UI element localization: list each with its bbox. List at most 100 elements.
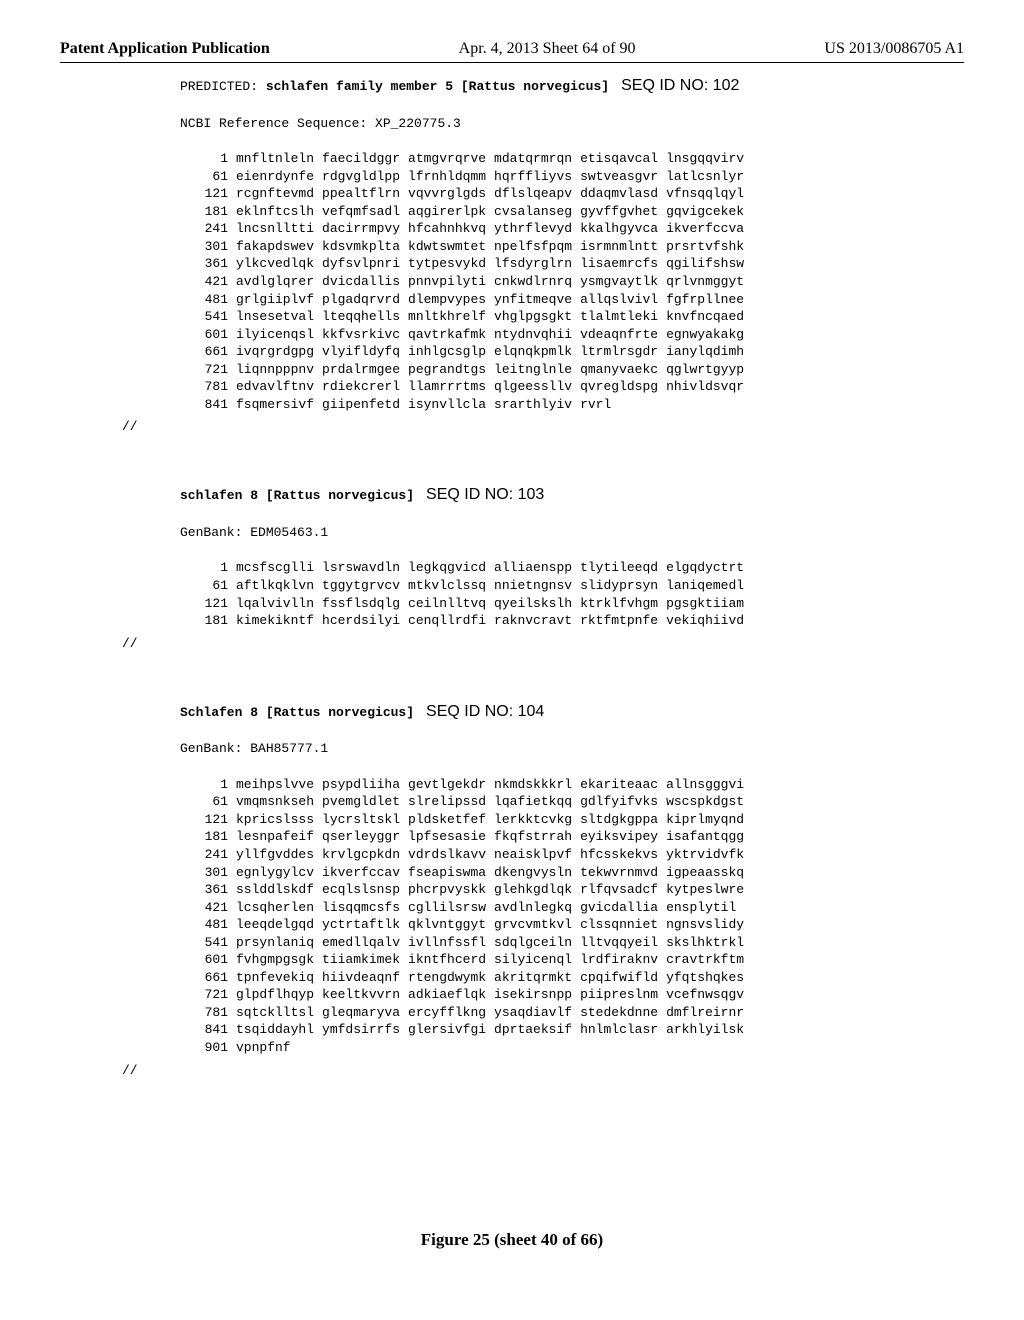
sequence-segment: lisqqmcsfs [322, 899, 408, 917]
sequence-row: 181kimekikntfhcerdsilyicenqllrdfiraknvcr… [180, 612, 964, 630]
sequence-row: 121lqalvivllnfssflsdqlgceilnlltvqqyeilsk… [180, 595, 964, 613]
sequence-segment: meihpslvve [236, 776, 322, 794]
sequence-segment: pnnvpilyti [408, 273, 494, 291]
sequence-segment: llamrrrtms [408, 378, 494, 396]
sequence-segment: rdgvgldlpp [322, 168, 408, 186]
sequence-segment: allnsgggvi [666, 776, 752, 794]
sequence-segment: ikverfccva [666, 220, 752, 238]
figure-caption: Figure 25 (sheet 40 of 66) [0, 1230, 1024, 1250]
sequence-segment: ysaqdiavlf [494, 1004, 580, 1022]
sequence-row: 721liqnnpppnvprdalrmgeepegrandtgsleitngl… [180, 361, 964, 379]
terminator-line: // [122, 636, 964, 651]
sequence-row: 61vmqmsnksehpvemgldletslrelipssdlqafietk… [180, 793, 964, 811]
sequence-segment: gqvigcekek [666, 203, 752, 221]
sequence-segment: egnlygylcv [236, 864, 322, 882]
sequence-segment: lqalvivlln [236, 595, 322, 613]
sequence-segment: stedekdnne [580, 1004, 666, 1022]
sequence-block: schlafen 8 [Rattus norvegicus] SEQ ID NO:… [180, 484, 964, 629]
sequence-row: 241lncsnllttidacirrmpvyhfcahnhkvqythrfle… [180, 220, 964, 238]
sequence-segment: lteqqhells [322, 308, 408, 326]
seq-id: SEQ ID NO: 103 [426, 486, 544, 503]
sequence-row: 481grlgiiplvfplgadqrvrddlempvypesynfitme… [180, 291, 964, 309]
sequence-segment: psypdliiha [322, 776, 408, 794]
sequence-segment: atmgvrqrve [408, 150, 494, 168]
sequence-segment: vcefnwsqgv [666, 986, 752, 1004]
sequence-segment: keeltkvvrn [322, 986, 408, 1004]
sequence-segment: qglwrtgyyp [666, 361, 752, 379]
sequence-segment: fakapdswev [236, 238, 322, 256]
sequence-segment: sqtcklltsl [236, 1004, 322, 1022]
sequence-segment: lsrswavdln [322, 559, 408, 577]
sequence-segment: tytpesvykd [408, 255, 494, 273]
sequence-segment: aftlkqklvn [236, 577, 322, 595]
sequence-segment: yllfgvddes [236, 846, 322, 864]
sequence-segment: ynfitmeqve [494, 291, 580, 309]
sequence-segment: qvregldspg [580, 378, 666, 396]
row-number: 421 [180, 273, 236, 291]
title-name: Schlafen 8 [Rattus norvegicus] [180, 705, 414, 720]
sequence-segment: elgqdyctrt [666, 559, 752, 577]
row-number: 901 [180, 1039, 236, 1057]
sequence-segment: sdqlgceiln [494, 934, 580, 952]
sequence-segment [494, 1039, 580, 1057]
sequence-title: PREDICTED: schlafen family member 5 [Rat… [180, 75, 964, 97]
sequence-lines: 1mnfltnlelnfaecildggratmgvrqrvemdatqrmrq… [180, 150, 964, 413]
sequence-row: 121kpricslssslycrsltsklpldsketfeflerkktc… [180, 811, 964, 829]
sequence-segment: nhivldsvqr [666, 378, 752, 396]
sequence-segment: pegrandtgs [408, 361, 494, 379]
row-number: 241 [180, 220, 236, 238]
sequence-segment [408, 1039, 494, 1057]
sequence-segment: kdsvmkplta [322, 238, 408, 256]
sequence-block: PREDICTED: schlafen family member 5 [Rat… [180, 75, 964, 413]
sequence-segment: mnfltnleln [236, 150, 322, 168]
sequence-segment: mcsfscglli [236, 559, 322, 577]
row-number: 661 [180, 969, 236, 987]
sequence-segment: gleqmaryva [322, 1004, 408, 1022]
sequence-segment: isafantqgg [666, 828, 752, 846]
sequence-segment: eyiksvipey [580, 828, 666, 846]
row-number: 721 [180, 986, 236, 1004]
sequence-segment: lisaemrcfs [580, 255, 666, 273]
sequence-segment: ilyicenqsl [236, 326, 322, 344]
sequence-segment: kimekikntf [236, 612, 322, 630]
sequence-row: 541prsynlaniqemedllqalvivllnfssflsdqlgce… [180, 934, 964, 952]
sequence-segment: rktfmtpnfe [580, 612, 666, 630]
row-number: 841 [180, 1021, 236, 1039]
sequence-segment: ymfdsirrfs [322, 1021, 408, 1039]
title-name: schlafen 8 [Rattus norvegicus] [180, 488, 414, 503]
sequence-segment: npelfsfpqm [494, 238, 580, 256]
sequence-row: 601fvhgmpgsgktiiamkimekikntfhcerdsilyice… [180, 951, 964, 969]
sequence-segment: aqgirerlpk [408, 203, 494, 221]
sequence-row: 1mnfltnlelnfaecildggratmgvrqrvemdatqrmrq… [180, 150, 964, 168]
terminator-line: // [122, 419, 964, 434]
sequence-segment: avdlglqrer [236, 273, 322, 291]
sequence-segment: dlempvypes [408, 291, 494, 309]
sequence-segment: fvhgmpgsgk [236, 951, 322, 969]
sequence-segment: qavtrkafmk [408, 326, 494, 344]
sequence-segment: lrdfiraknv [580, 951, 666, 969]
sequence-segment: rvrl [580, 396, 666, 414]
sequence-row: 661tpnfevekiqhiivdeaqnfrtengdwymkakritqr… [180, 969, 964, 987]
sequence-segment: hqrffliyvs [494, 168, 580, 186]
row-number: 61 [180, 577, 236, 595]
sequence-segment: dprtaeksif [494, 1021, 580, 1039]
terminator-line: // [122, 1063, 964, 1078]
row-number: 61 [180, 168, 236, 186]
sequence-segment: pldsketfef [408, 811, 494, 829]
sequence-row: 901vpnpfnf [180, 1039, 964, 1057]
sequence-segment: qgilifshsw [666, 255, 752, 273]
sequence-row: 781sqtcklltslgleqmaryvaercyfflkngysaqdia… [180, 1004, 964, 1022]
sequence-segment: kpricslsss [236, 811, 322, 829]
seq-id: SEQ ID NO: 104 [426, 703, 544, 720]
sequence-segment: qlgeessllv [494, 378, 580, 396]
title-prefix: PREDICTED: [180, 79, 266, 94]
sequence-segment: igpeaasskq [666, 864, 752, 882]
sequence-segment: faecildggr [322, 150, 408, 168]
sequence-row: 361ylkcvedlqkdyfsvlpnritytpesvykdlfsdyrg… [180, 255, 964, 273]
reference-line: GenBank: EDM05463.1 [180, 524, 964, 542]
sequence-segment: hfcsskekvs [580, 846, 666, 864]
sequence-row: 1mcsfscgllilsrswavdlnlegkqgvicdalliaensp… [180, 559, 964, 577]
sequence-segment [666, 396, 752, 414]
sequence-segment: fssflsdqlg [322, 595, 408, 613]
sequence-segment: clssqnniet [580, 916, 666, 934]
